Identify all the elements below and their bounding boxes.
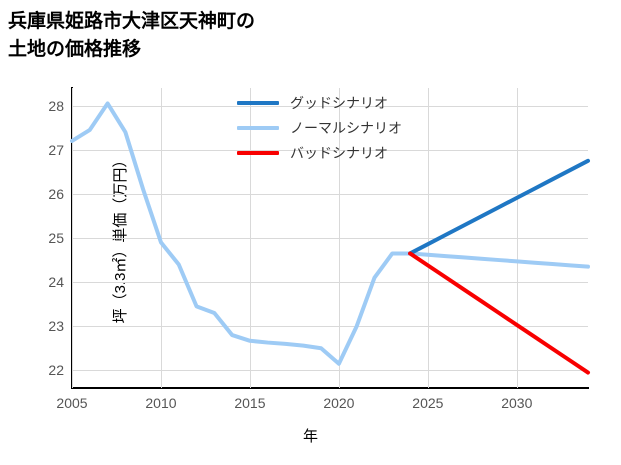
gridline-y-22 <box>72 370 588 372</box>
x-tick-label-2005: 2005 <box>56 395 88 411</box>
gridline-x-2025 <box>427 88 429 388</box>
x-tick-label-2025: 2025 <box>412 395 444 411</box>
gridline-x-2020 <box>338 88 340 388</box>
x-axis-line <box>71 387 589 389</box>
gridline-y-27 <box>72 149 588 151</box>
y-tick-label-22: 22 <box>48 362 64 379</box>
series-line-バッドシナリオ <box>408 251 590 375</box>
gridline-y-24 <box>72 282 588 284</box>
y-tick-label-24: 24 <box>48 274 64 291</box>
plot-area: 坪（3.3㎡）単価（万円） 22 23 24 25 26 27 28 2005 2010 201… <box>48 88 590 411</box>
series-lines <box>70 101 590 375</box>
legend-label-good: グッドシナリオ <box>290 94 388 111</box>
y-tick-label-25: 25 <box>48 230 64 246</box>
legend-label-bad: バッドシナリオ <box>290 144 388 161</box>
gridline-x-2015 <box>249 88 251 388</box>
legend-label-normal: ノーマルシナリオ <box>290 119 402 136</box>
legend-swatch-normal-icon <box>237 125 279 130</box>
legend-swatch-bad-icon <box>237 150 279 155</box>
series-line-グッドシナリオ <box>408 158 590 256</box>
legend-item-bad[interactable]: バッドシナリオ <box>237 140 437 165</box>
legend-swatch-good-icon <box>237 100 279 105</box>
y-tick-label-26: 26 <box>48 185 64 202</box>
x-axis-label: 年 <box>302 428 318 445</box>
x-tick-label-2030: 2030 <box>501 395 533 411</box>
gridline-y-23 <box>72 326 588 328</box>
x-tick-label-2015: 2015 <box>234 395 266 411</box>
gridline-y-26 <box>72 193 588 195</box>
x-tick-label-2020: 2020 <box>323 395 355 411</box>
legend-item-good[interactable]: グッドシナリオ <box>237 90 437 115</box>
series-line-ノーマルシナリオ <box>70 101 590 366</box>
legend-item-normal[interactable]: ノーマルシナリオ <box>237 115 437 140</box>
x-tick-label-2010: 2010 <box>145 395 177 411</box>
chart-title: 兵庫県姫路市大津区天神町の 土地の価格推移 <box>8 11 256 60</box>
chart-legend: グッドシナリオ ノーマルシナリオ バッドシナリオ <box>237 90 437 165</box>
gridline-x-2005 <box>72 88 73 388</box>
y-tick-label-28: 28 <box>48 97 64 114</box>
gridline-y-25 <box>72 238 588 239</box>
gridline-x-2030 <box>516 88 518 388</box>
gridline-y-28 <box>72 105 588 107</box>
y-tick-label-23: 23 <box>48 318 64 335</box>
y-tick-label-27: 27 <box>48 141 64 158</box>
